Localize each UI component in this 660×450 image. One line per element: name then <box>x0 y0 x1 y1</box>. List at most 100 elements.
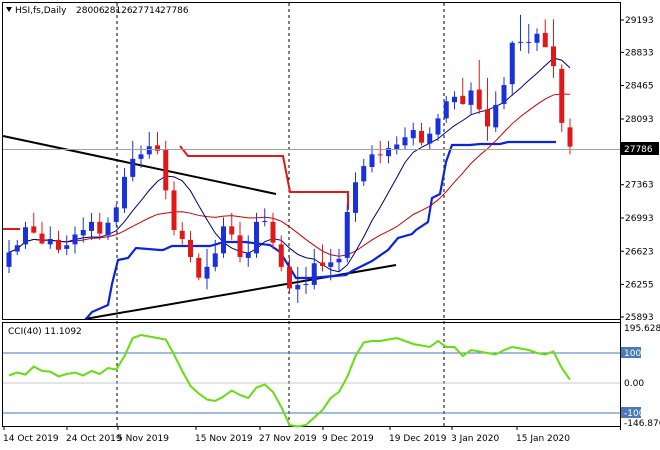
candle-body <box>567 127 573 147</box>
candle-body <box>485 109 490 127</box>
cci-tick-label: -146.876 <box>624 419 660 429</box>
ohlc-open: 28006 <box>76 6 105 16</box>
candle-body <box>146 146 152 155</box>
time-tick-label: 24 Oct 2019 <box>66 434 122 444</box>
candle-body <box>64 245 70 249</box>
collapse-triangle-icon[interactable] <box>6 7 12 12</box>
trendline-resistance[interactable] <box>2 135 277 195</box>
cci-tick-label: 195.6284 <box>624 324 660 334</box>
candle-body <box>468 90 474 105</box>
candle-body <box>72 234 78 245</box>
candle-body <box>113 207 119 222</box>
candle-body <box>443 101 449 119</box>
cci-title: CCI(40) 11.1092 <box>8 327 82 337</box>
candle-body <box>394 144 400 149</box>
candle-body <box>188 239 193 257</box>
candle-body <box>278 244 284 267</box>
candle-body <box>361 166 367 182</box>
ma-slow-line <box>8 93 571 257</box>
period-separators <box>116 3 445 426</box>
time-tick-label: 5 Nov 2019 <box>117 434 169 444</box>
price-tick-label: 29193 <box>625 16 654 26</box>
candle-body <box>303 283 309 285</box>
candle-body <box>196 257 202 278</box>
candle-body <box>501 85 507 104</box>
cci-line <box>8 333 571 428</box>
candle-body <box>419 130 424 143</box>
price-tick-label: 25893 <box>625 313 654 323</box>
candle-body <box>171 190 177 230</box>
supertrend-up-line <box>85 140 556 320</box>
candle-body <box>47 238 53 245</box>
time-tick-label: 3 Jan 2020 <box>451 434 499 444</box>
price-tick-label: 27363 <box>625 181 654 191</box>
candle-body <box>229 226 235 235</box>
candle-body <box>427 133 433 144</box>
time-tick-label: 14 Oct 2019 <box>3 434 59 444</box>
candle-body <box>534 33 540 43</box>
candle-body <box>80 229 86 236</box>
candle-body <box>122 176 127 209</box>
candle-body <box>14 245 20 252</box>
ohlc-close: 27786 <box>160 6 189 16</box>
candle-body <box>130 158 136 177</box>
candle-body <box>493 104 499 128</box>
candle-body <box>518 41 523 43</box>
cci-axis: 195.6284 100 0.00 -100-146.876 <box>621 324 660 429</box>
candle-body <box>270 221 276 243</box>
candle-body <box>237 235 243 257</box>
candle-body <box>23 227 28 245</box>
candle-body <box>287 266 292 289</box>
time-tick-label: 27 Nov 2019 <box>259 434 317 444</box>
ma-fast-line <box>8 57 571 273</box>
ohlc-low: 27714 <box>132 6 161 16</box>
price-tick-label: 26623 <box>625 247 654 257</box>
cci-levels <box>3 352 620 414</box>
candle-body <box>410 130 416 139</box>
candle-body <box>105 222 111 236</box>
candle-body <box>295 284 301 290</box>
time-tick-label: 19 Dec 2019 <box>389 434 447 444</box>
price-axis: 2919328833284652809327725273632699326623… <box>620 16 654 323</box>
candle-body <box>212 253 218 267</box>
cci-tick-label: 0.00 <box>624 379 644 389</box>
candles[interactable] <box>6 14 573 303</box>
candle-body <box>56 239 61 250</box>
candle-body <box>452 96 457 103</box>
current-price-label: 27786 <box>624 145 653 155</box>
time-tick-label: 9 Dec 2019 <box>322 434 374 444</box>
candle-body <box>89 221 94 231</box>
candle-body <box>369 154 375 167</box>
candle-body <box>262 220 268 222</box>
candle-body <box>39 233 45 244</box>
price-tick-label: 26993 <box>625 214 654 224</box>
candle-body <box>97 221 103 234</box>
candle-body <box>163 149 169 191</box>
candle-body <box>31 226 37 233</box>
candle-body <box>245 252 251 258</box>
candle-body <box>559 68 565 123</box>
candle-body <box>254 221 259 254</box>
ohlc-high: 28126 <box>104 6 133 16</box>
cci-panel-frame <box>2 322 621 427</box>
candle-body <box>353 182 358 213</box>
candle-body <box>435 118 441 135</box>
main-panel-frame <box>2 2 621 320</box>
price-tick-label: 26255 <box>625 280 654 290</box>
candle-body <box>204 266 210 279</box>
candle-body <box>377 154 383 156</box>
candle-body <box>344 211 350 258</box>
symbol-title: HSI,fs,Daily <box>15 6 67 16</box>
candle-body <box>320 262 325 266</box>
candle-body <box>386 148 391 157</box>
candle-body <box>460 95 466 104</box>
candle-body <box>6 252 12 267</box>
price-tick-label: 28833 <box>625 48 654 58</box>
cci-tick-label: -100 <box>624 409 645 419</box>
trendline-support[interactable] <box>84 264 397 320</box>
candle-body <box>476 89 482 110</box>
candle-body <box>526 41 532 43</box>
